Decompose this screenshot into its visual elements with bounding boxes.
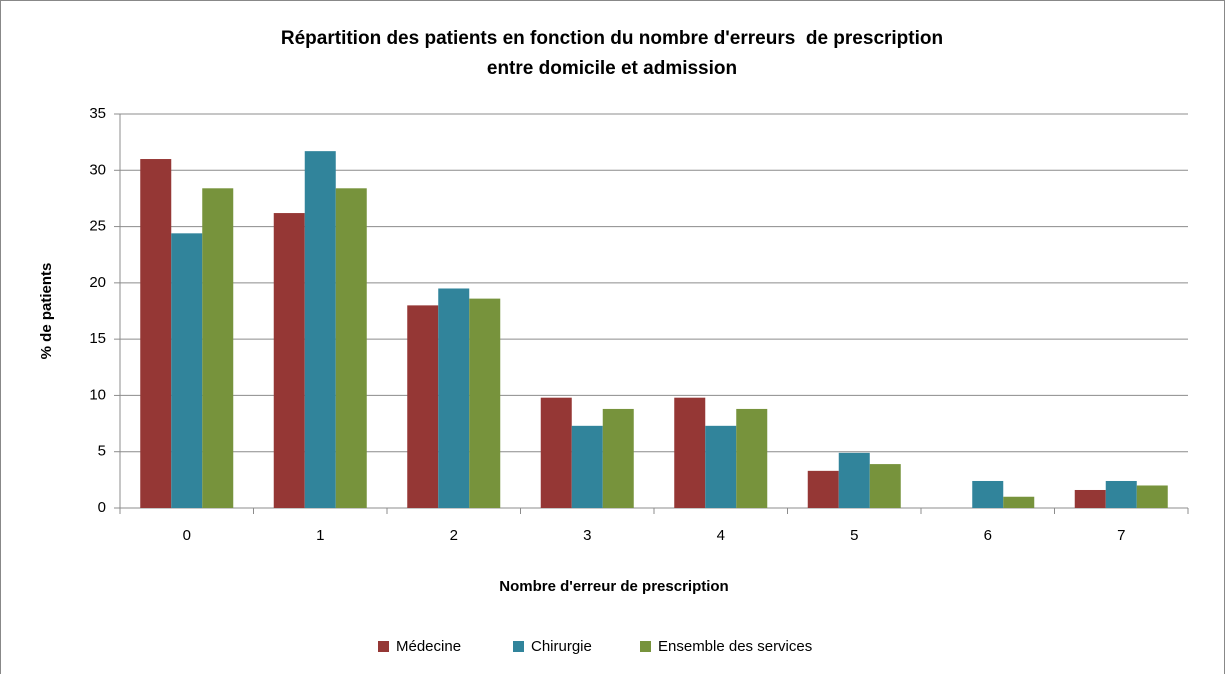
x-axis-label: Nombre d'erreur de prescription	[499, 578, 728, 595]
bar	[407, 305, 439, 508]
bar	[674, 397, 706, 508]
bar	[602, 408, 634, 508]
bar	[571, 425, 603, 508]
bar	[1003, 496, 1035, 508]
bar	[140, 159, 172, 508]
bar	[438, 288, 470, 508]
bar	[869, 464, 901, 508]
x-tick-label: 5	[850, 527, 858, 544]
legend-label: Médecine	[396, 638, 461, 655]
bar	[469, 298, 501, 508]
chart-title: Répartition des patients en fonction du …	[280, 28, 949, 79]
y-tick-label: 25	[89, 218, 106, 235]
y-tick-label: 15	[89, 330, 106, 347]
legend-label: Chirurgie	[531, 638, 592, 655]
x-tick-label: 3	[583, 527, 591, 544]
bar	[972, 480, 1004, 508]
x-tick-label: 6	[984, 527, 992, 544]
y-axis-label: % de patients	[38, 263, 55, 360]
x-tick-label: 2	[450, 527, 458, 544]
legend-swatch	[513, 641, 524, 652]
bar	[1105, 480, 1137, 508]
bar	[1074, 489, 1106, 508]
bar	[838, 452, 870, 508]
x-tick-label: 0	[183, 527, 191, 544]
bar	[705, 425, 737, 508]
bar	[736, 408, 768, 508]
y-tick-label: 10	[89, 386, 106, 403]
legend-swatch	[378, 641, 389, 652]
y-tick-label: 20	[89, 274, 106, 291]
bar	[540, 397, 572, 508]
bar	[202, 188, 234, 508]
y-tick-label: 5	[98, 443, 106, 460]
bar	[335, 188, 367, 508]
legend-swatch	[640, 641, 651, 652]
x-tick-label: 4	[717, 527, 725, 544]
x-tick-label: 1	[316, 527, 324, 544]
bar	[171, 233, 203, 508]
y-tick-label: 35	[89, 105, 106, 122]
x-tick-label: 7	[1117, 527, 1125, 544]
bar	[1136, 485, 1168, 508]
y-tick-label: 0	[98, 499, 106, 516]
legend-label: Ensemble des services	[658, 638, 812, 655]
y-tick-label: 30	[89, 161, 106, 178]
bar	[807, 470, 839, 508]
bar	[273, 213, 305, 508]
bar	[304, 151, 336, 509]
